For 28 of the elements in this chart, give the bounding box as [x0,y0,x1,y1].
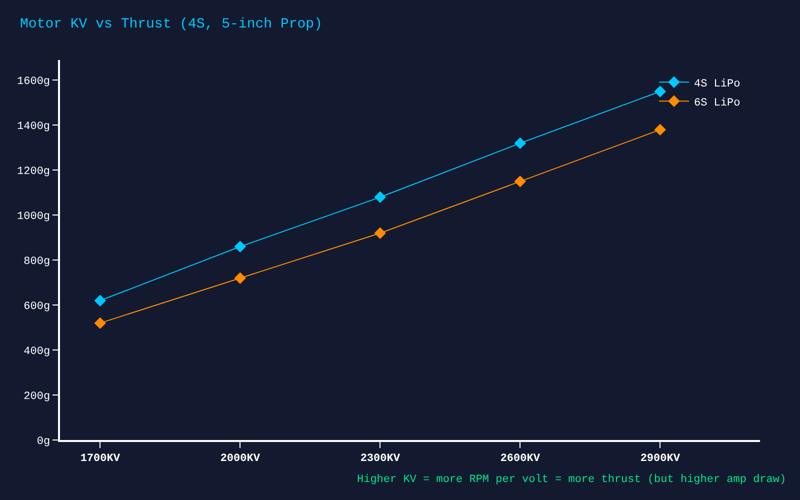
y-tick-label: 400g [24,346,50,358]
point [94,294,106,306]
point [514,137,526,150]
y-tick-label: 1000g [17,211,50,223]
y-tick-label: 1600g [17,76,50,88]
legend-label: 6S LiPo [694,97,740,110]
point [94,317,106,329]
point [654,124,666,136]
x-tick-label: 1700KV [80,452,120,465]
point [234,272,246,284]
y-tick-label: 1200g [17,166,50,178]
point [514,176,526,188]
point [654,86,666,98]
y-tick-label: 600g [24,300,50,313]
y-tick-label: 800g [24,256,50,268]
x-tick-label: 2000KV [220,452,260,465]
point [234,240,246,252]
x-tick-label: 2900KV [640,452,680,465]
x-tick-label: 2600KV [500,452,540,465]
y-tick-label: 0g [36,436,50,448]
y-tick-label: 1400g [17,121,50,134]
point [374,191,386,204]
x-tick-label: 2300KV [360,452,400,465]
legend-label: 4S LiPo [694,78,740,90]
text: Higher KV = more RPM per volt = more thrust (but higher amp draw) [357,474,786,486]
y-tick-label: 200g [24,390,50,403]
point [374,227,386,239]
chart-title: Motor KV vs Thrust (4S, 5-inch Prop) [20,16,322,32]
